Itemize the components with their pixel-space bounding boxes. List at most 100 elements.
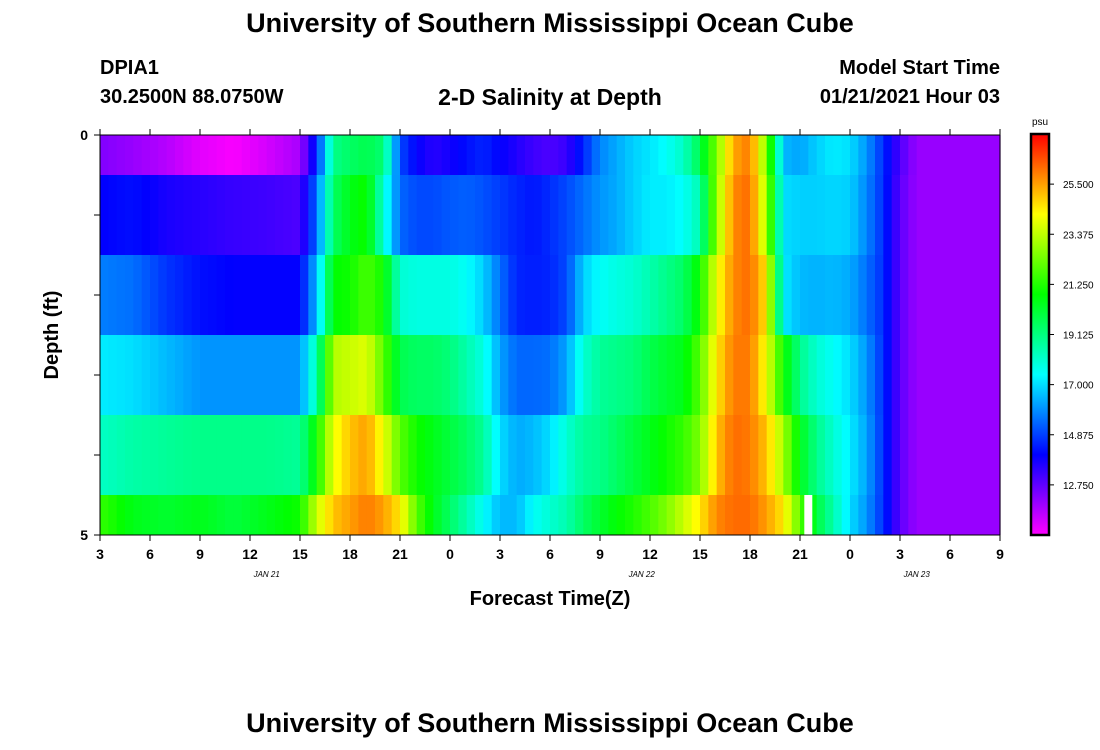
heatmap-cell [191,335,201,415]
heatmap-cell [733,255,743,335]
heatmap-cell [925,135,934,175]
heatmap-cell [975,495,984,535]
heatmap-cell [525,255,534,335]
heatmap-cell [150,415,159,495]
x-tick-label: 15 [292,546,308,562]
x-tick-label: 15 [692,546,708,562]
model-start-label: Model Start Time [839,57,1000,79]
heatmap-cell [941,175,951,255]
heatmap-cell [475,335,484,415]
y-tick-label: 5 [80,527,88,543]
heatmap-cell [575,135,584,175]
heatmap-cell [191,415,201,495]
heatmap-cell [716,255,726,335]
heatmap-cell [841,335,851,415]
heatmap-cell [533,495,543,535]
heatmap-cell [141,135,151,175]
heatmap-cell [725,415,734,495]
heatmap-cell [241,135,251,175]
heatmap-cell [708,175,718,255]
heatmap-cell [600,135,609,175]
heatmap-cell [150,175,159,255]
heatmap-cell [466,135,476,175]
heatmap-cell [125,135,134,175]
heatmap-cell [308,175,318,255]
heatmap-cell [766,495,776,535]
heatmap-cell [425,495,434,535]
heatmap-cell [650,335,659,415]
heatmap-cell [883,175,893,255]
heatmap-cell [358,495,368,535]
heatmap-cell [133,255,143,335]
heatmap-cell [508,135,518,175]
heatmap-cell [291,495,301,535]
heatmap-cell [691,175,701,255]
heatmap-cell [883,135,893,175]
heatmap-cell [933,335,943,415]
heatmap-cell [666,175,676,255]
heatmap-cell [441,135,451,175]
heatmap-cell [933,415,943,495]
heatmap-cell [741,255,751,335]
heatmap-cell [625,135,634,175]
heatmap-cell [975,415,984,495]
heatmap-cell [750,255,759,335]
x-tick-label: 3 [896,546,904,562]
heatmap-cell [408,335,418,415]
heatmap-cell [258,415,268,495]
heatmap-cell [700,495,709,535]
heatmap-cell [591,335,601,415]
heatmap-cell [508,415,518,495]
heatmap-cell [750,135,759,175]
heatmap-cell [700,175,709,255]
heatmap-cell [833,335,843,415]
heatmap-cell [458,135,468,175]
heatmap-cell [850,415,859,495]
heatmap-cell [383,335,393,415]
heatmap-cell [766,335,776,415]
colorbar-tick-label: 17.000 [1063,381,1094,392]
heatmap-cell [716,415,726,495]
date-label: JAN 21 [253,570,280,579]
heatmap-cell [891,495,901,535]
heatmap-cell [141,415,151,495]
heatmap-cell [750,415,759,495]
heatmap-cell [991,495,1001,535]
heatmap-cell [516,255,526,335]
heatmap-cell [216,335,226,415]
heatmap-cell [100,335,109,415]
colorbar-unit: psu [1032,117,1048,128]
heatmap-cell [416,415,426,495]
heatmap-cell [808,255,818,335]
heatmap-cell [233,495,243,535]
heatmap-cell [616,495,626,535]
heatmap-cell [375,495,384,535]
heatmap-cell [533,335,543,415]
heatmap-cell [258,135,268,175]
heatmap-cell [683,495,693,535]
heatmap-cell [425,415,434,495]
x-tick-label: 6 [946,546,954,562]
heatmap-cell [358,135,368,175]
heatmap-cell [875,255,884,335]
x-tick-label: 18 [342,546,358,562]
heatmap-cell [450,175,459,255]
heatmap-cell [933,135,943,175]
heatmap-cell [958,335,968,415]
heatmap-cell [566,495,576,535]
heatmap-cell [108,135,118,175]
heatmap-cell [183,255,193,335]
heatmap-cell [525,135,534,175]
heatmap-cell [175,415,184,495]
heatmap-cell [641,175,651,255]
heatmap-cell [458,495,468,535]
heatmap-cell [808,495,818,535]
heatmap-cell [200,495,209,535]
heatmap-cell [416,135,426,175]
heatmap-cell [958,135,968,175]
colorbar [1029,132,1051,537]
heatmap-cell [191,255,201,335]
heatmap-cell [241,415,251,495]
heatmap-cell [966,415,976,495]
heatmap-cell [858,135,868,175]
